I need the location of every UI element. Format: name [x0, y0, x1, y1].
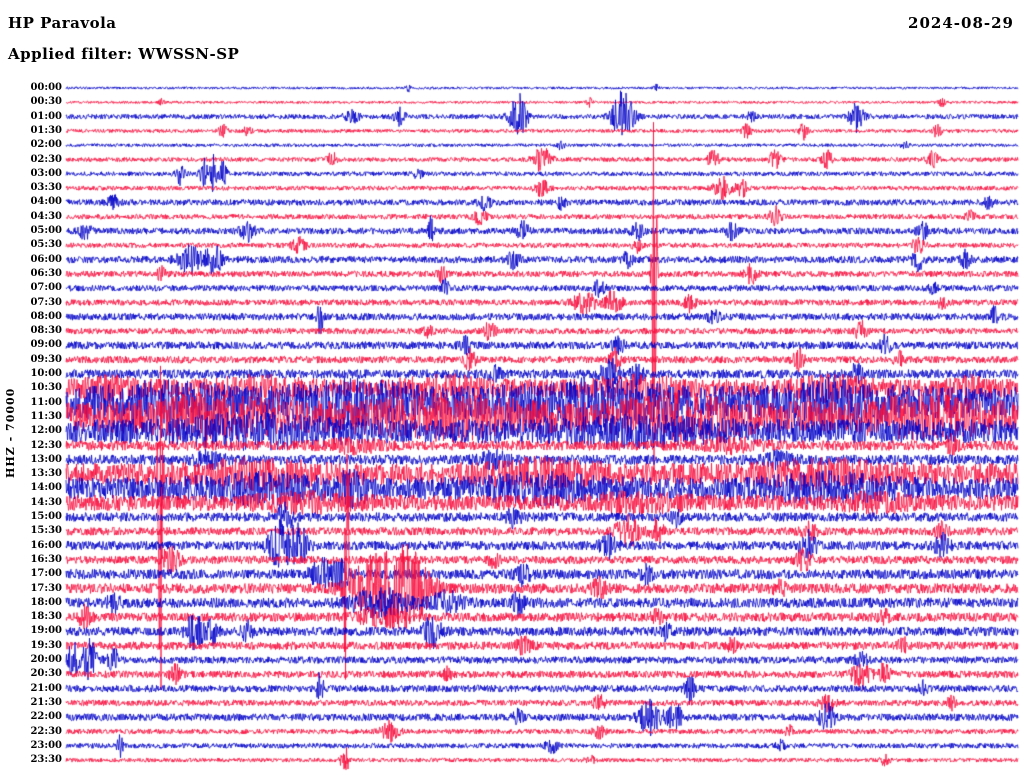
time-label-1900: 19:00 — [30, 625, 62, 637]
time-label-0300: 03:00 — [30, 167, 62, 179]
time-label-1930: 19:30 — [30, 639, 62, 651]
time-label-1400: 14:00 — [30, 482, 62, 494]
time-label-0700: 07:00 — [30, 282, 62, 294]
time-label-0500: 05:00 — [30, 225, 62, 236]
time-label-1300: 13:00 — [30, 453, 62, 465]
time-label-0130: 01:30 — [30, 124, 62, 136]
time-label-1000: 10:00 — [30, 368, 62, 379]
time-label-1130: 11:30 — [30, 410, 62, 422]
time-label-1630: 16:30 — [30, 553, 62, 565]
time-label-1430: 14:30 — [30, 496, 62, 508]
time-label-1730: 17:30 — [30, 582, 62, 594]
time-label-1200: 12:00 — [30, 425, 62, 437]
time-label-0100: 01:00 — [30, 110, 62, 122]
time-label-1600: 16:00 — [30, 539, 62, 551]
time-label-2200: 22:00 — [30, 711, 62, 723]
time-label-2330: 23:30 — [30, 754, 62, 766]
time-label-1500: 15:00 — [30, 511, 62, 522]
time-label-0200: 02:00 — [30, 139, 62, 151]
time-label-0930: 09:30 — [30, 353, 62, 365]
time-label-0600: 06:00 — [30, 253, 62, 265]
time-label-0230: 02:30 — [30, 153, 62, 165]
time-label-0400: 04:00 — [30, 196, 62, 208]
time-label-1230: 12:30 — [30, 439, 62, 451]
time-label-0530: 05:30 — [30, 239, 62, 251]
time-label-0000: 00:00 — [30, 82, 62, 93]
time-label-2300: 23:00 — [30, 739, 62, 751]
time-label-1330: 13:30 — [30, 468, 62, 480]
time-label-2000: 20:00 — [30, 654, 62, 665]
time-label-0430: 04:30 — [30, 210, 62, 222]
time-label-0630: 06:30 — [30, 267, 62, 279]
time-label-2030: 20:30 — [30, 668, 62, 680]
time-label-2130: 21:30 — [30, 696, 62, 708]
time-label-0730: 07:30 — [30, 296, 62, 308]
time-label-0900: 09:00 — [30, 339, 62, 351]
time-label-1800: 18:00 — [30, 596, 62, 608]
time-label-2230: 22:30 — [30, 725, 62, 737]
time-label-0830: 08:30 — [30, 325, 62, 337]
time-label-2100: 21:00 — [30, 682, 62, 694]
time-label-1100: 11:00 — [30, 396, 62, 408]
time-label-1700: 17:00 — [30, 568, 62, 580]
time-label-1530: 15:30 — [30, 525, 62, 537]
time-label-1030: 10:30 — [30, 382, 62, 394]
time-label-0330: 03:30 — [30, 182, 62, 194]
time-label-0800: 08:00 — [30, 310, 62, 322]
time-label-1830: 18:30 — [30, 611, 62, 623]
time-label-0030: 00:30 — [30, 96, 62, 108]
